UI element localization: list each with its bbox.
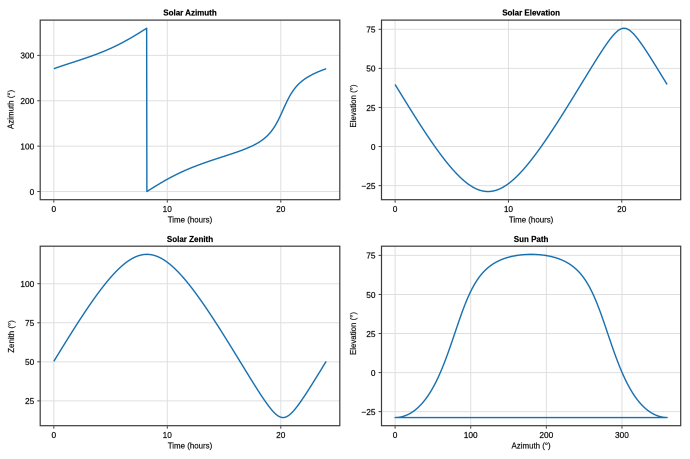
svg-text:0: 0 xyxy=(52,204,57,214)
svg-text:50: 50 xyxy=(366,290,376,300)
svg-text:−25: −25 xyxy=(361,181,375,191)
svg-text:200: 200 xyxy=(20,96,34,106)
svg-text:Time (hours): Time (hours) xyxy=(168,441,213,450)
svg-text:10: 10 xyxy=(163,204,173,214)
svg-text:Solar Zenith: Solar Zenith xyxy=(167,235,213,244)
svg-text:75: 75 xyxy=(25,318,35,328)
svg-text:300: 300 xyxy=(20,51,34,61)
svg-text:10: 10 xyxy=(163,430,173,440)
svg-text:Elevation (°): Elevation (°) xyxy=(349,84,358,127)
svg-text:25: 25 xyxy=(25,396,35,406)
svg-text:0: 0 xyxy=(30,187,35,197)
svg-text:20: 20 xyxy=(617,204,627,214)
svg-text:75: 75 xyxy=(366,25,376,35)
svg-text:20: 20 xyxy=(276,430,286,440)
svg-text:50: 50 xyxy=(25,357,35,367)
svg-text:100: 100 xyxy=(20,141,34,151)
svg-text:Solar Azimuth: Solar Azimuth xyxy=(163,9,217,18)
svg-text:50: 50 xyxy=(366,64,376,74)
svg-text:Azimuth (°): Azimuth (°) xyxy=(7,89,16,128)
svg-text:75: 75 xyxy=(366,251,376,261)
svg-text:Solar Elevation: Solar Elevation xyxy=(502,9,560,18)
svg-text:−25: −25 xyxy=(361,407,375,417)
svg-text:100: 100 xyxy=(20,279,34,289)
svg-text:Zenith (°): Zenith (°) xyxy=(7,320,16,353)
svg-text:Sun Path: Sun Path xyxy=(514,235,549,244)
svg-text:Time (hours): Time (hours) xyxy=(168,215,213,224)
svg-text:300: 300 xyxy=(615,430,629,440)
svg-text:25: 25 xyxy=(366,329,376,339)
svg-text:0: 0 xyxy=(371,142,376,152)
svg-text:0: 0 xyxy=(393,204,398,214)
svg-text:20: 20 xyxy=(276,204,286,214)
svg-text:Time (hours): Time (hours) xyxy=(509,215,554,224)
svg-text:Elevation (°): Elevation (°) xyxy=(349,312,358,355)
svg-text:Azimuth (°): Azimuth (°) xyxy=(512,441,551,450)
svg-text:0: 0 xyxy=(393,430,398,440)
svg-text:25: 25 xyxy=(366,103,376,113)
svg-text:0: 0 xyxy=(371,368,376,378)
svg-text:200: 200 xyxy=(539,430,553,440)
svg-text:10: 10 xyxy=(504,204,514,214)
svg-text:0: 0 xyxy=(52,430,57,440)
svg-text:100: 100 xyxy=(464,430,478,440)
